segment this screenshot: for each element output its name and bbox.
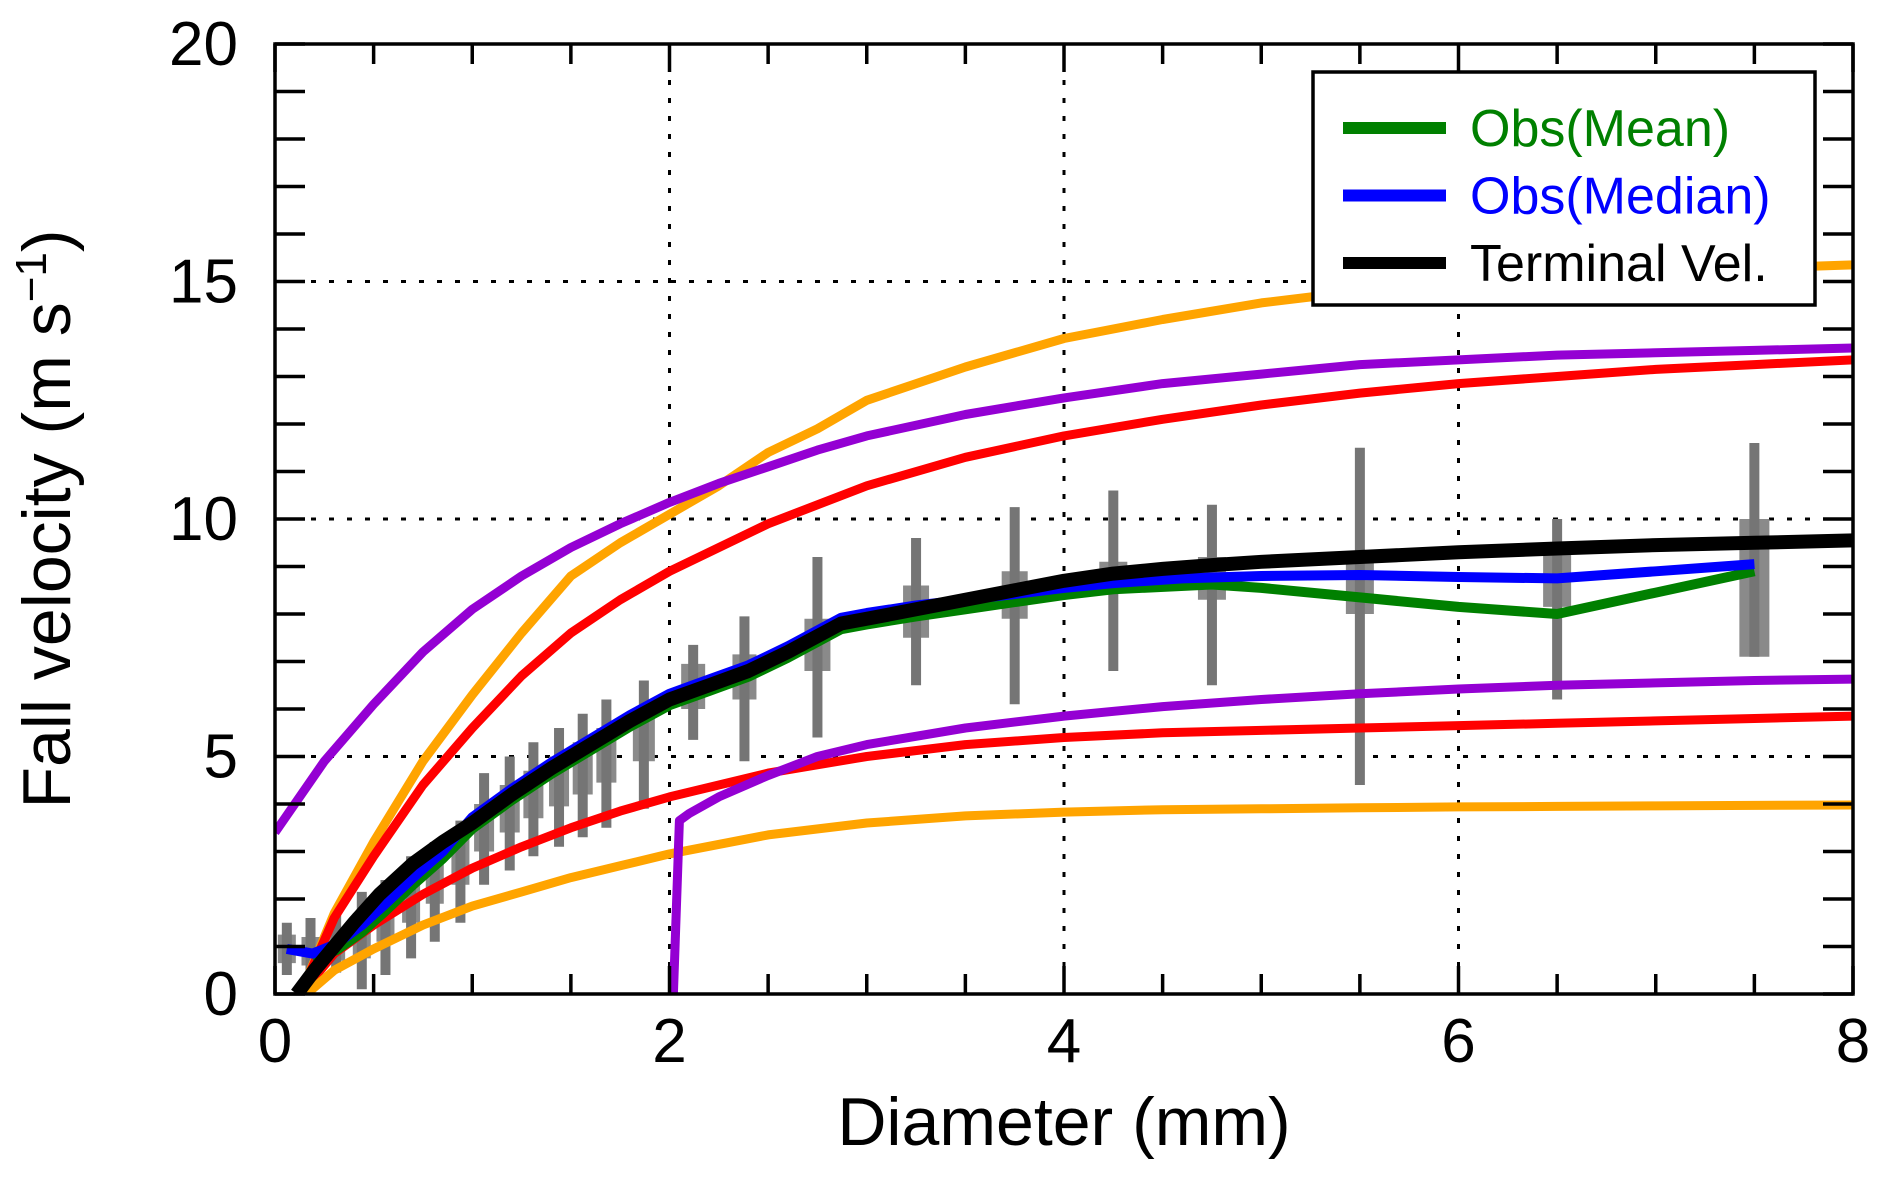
- error-bar-whisker: [528, 742, 539, 857]
- error-bar-whisker: [1354, 447, 1365, 785]
- x-tick-label: 6: [1441, 1007, 1475, 1076]
- x-tick-label: 4: [1047, 1007, 1081, 1076]
- error-bar-whisker: [504, 756, 515, 871]
- legend-label-obs-mean: Obs(Mean): [1470, 100, 1730, 158]
- error-bar-whisker: [577, 713, 588, 838]
- legend-label-obs-median: Obs(Median): [1470, 168, 1771, 226]
- x-tick-label: 0: [258, 1007, 292, 1076]
- curves: [275, 260, 1853, 994]
- x-tick-label: 2: [652, 1007, 686, 1076]
- curve-model-purple-upper: [275, 343, 1853, 836]
- axes: [273, 42, 1855, 996]
- error-bar-whisker: [638, 680, 649, 809]
- error-bar-whisker: [356, 891, 367, 990]
- error-bar-whisker: [1749, 443, 1760, 657]
- error-bar-whisker: [406, 856, 417, 959]
- error-bar-whisker: [1206, 504, 1217, 686]
- error-bar-whisker: [739, 616, 750, 762]
- curve-model-red-upper: [296, 355, 1853, 994]
- y-tick-label: 20: [169, 10, 238, 79]
- x-axis-title: Diameter (mm): [837, 1084, 1290, 1160]
- curve-model-red-lower: [297, 711, 1853, 994]
- y-axis-title: Fall velocity (m s−1): [7, 229, 85, 808]
- y-tick-label: 5: [204, 723, 238, 792]
- curve-terminal-vel: [291, 533, 1853, 994]
- curve-model-orange-lower: [303, 800, 1853, 994]
- legend-label-terminal-vel: Terminal Vel.: [1470, 235, 1768, 293]
- y-tick-label: 0: [204, 960, 238, 1029]
- legend-item-obs-median: Obs(Median): [1343, 168, 1771, 226]
- error-bars: [277, 443, 1770, 990]
- x-tick-label: 8: [1836, 1007, 1870, 1076]
- error-bar-whisker: [601, 699, 612, 828]
- legend-item-terminal-vel: Terminal Vel.: [1343, 235, 1768, 293]
- error-bar-whisker: [554, 728, 565, 847]
- legend-item-obs-mean: Obs(Mean): [1343, 100, 1730, 158]
- y-tick-label: 10: [169, 485, 238, 554]
- legend: Obs(Mean) Obs(Median) Terminal Vel.: [1311, 70, 1817, 307]
- curve-model-purple-lower: [668, 674, 1853, 994]
- error-bar-whisker: [479, 773, 490, 885]
- tick-labels: 0 2 4 6 8 0 5 10 15 20: [169, 10, 1870, 1076]
- y-tick-label: 15: [169, 248, 238, 317]
- error-bar-whisker: [380, 880, 391, 975]
